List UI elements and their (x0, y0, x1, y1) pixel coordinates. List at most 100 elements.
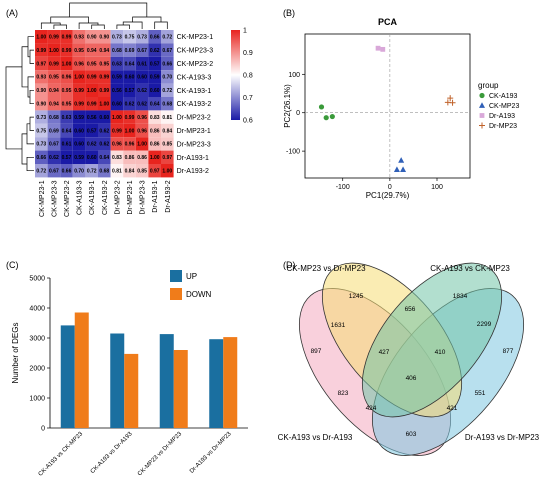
pca-y-tick-label: -100 (286, 149, 300, 156)
heatmap-cell (135, 123, 149, 138)
heatmap-row-label: Dr-MP23-1 (177, 128, 211, 135)
heatmap-cell (148, 150, 161, 164)
heatmap-cell (35, 56, 48, 71)
heatmap-cell-value: 1.00 (150, 155, 160, 161)
heatmap-cell-value: 1.00 (137, 142, 147, 148)
heatmap-cell (110, 164, 124, 178)
heatmap-cell-value: 0.70 (162, 75, 172, 81)
heatmap-cell (35, 83, 48, 97)
heatmap-cell-value: 0.99 (74, 102, 84, 108)
bar-y-tick-label: 3000 (29, 336, 45, 343)
heatmap-cell-value: 0.84 (162, 128, 172, 134)
heatmap-cell (60, 97, 73, 111)
heatmap-cell (135, 137, 149, 151)
dendrogram-branch (27, 36, 34, 58)
bar-y-tick-label: 2000 (29, 366, 45, 373)
heatmap-cell (148, 83, 161, 97)
colorbar-tick-label: 1 (243, 28, 247, 35)
heatmap-cell-value: 0.67 (49, 142, 59, 148)
heatmap-cell (98, 56, 111, 71)
heatmap-cell-value: 0.75 (125, 35, 135, 41)
pca-legend-marker (479, 92, 485, 99)
heatmap-cell (85, 97, 98, 111)
heatmap-cell (72, 97, 86, 111)
heatmap-row-label: CK-A193-2 (177, 101, 212, 108)
heatmap-cell-value: 0.96 (125, 142, 135, 148)
colorbar-tick-label: 0.7 (243, 95, 253, 102)
colorbar-bar (231, 30, 240, 120)
heatmap-cell-value: 0.62 (99, 128, 109, 134)
dendrogram-branch (29, 116, 34, 131)
heatmap-cell (35, 43, 48, 57)
heatmap-column-label: CK-MP23-3 (51, 180, 58, 217)
bar-category-label: CK-MP23 vs Dr-MP23 (137, 431, 184, 478)
pca-legend-title: group (478, 81, 499, 90)
heatmap-cell-value: 0.64 (99, 155, 109, 161)
heatmap-cell-value: 0.57 (150, 61, 160, 67)
heatmap-cell (135, 110, 149, 124)
heatmap-cell (85, 43, 98, 57)
panel-a-letter: (A) (6, 8, 18, 18)
heatmap-cell-value: 0.62 (137, 88, 147, 94)
heatmap-row-label: Dr-MP23-3 (177, 141, 211, 148)
heatmap-cell (110, 97, 124, 111)
heatmap-cell (98, 110, 111, 124)
heatmap-cell-value: 0.64 (62, 128, 72, 134)
heatmap-cell (85, 30, 98, 44)
heatmap-cell (110, 123, 124, 138)
heatmap-cell (85, 110, 98, 124)
heatmap-cell-value: 0.99 (62, 48, 72, 54)
heatmap-cell-value: 1.00 (36, 35, 46, 41)
heatmap-cell-value: 0.60 (74, 128, 84, 134)
heatmap-cell-value: 0.69 (49, 128, 59, 134)
heatmap-cell (123, 150, 136, 164)
pca-point (380, 46, 386, 52)
bar-y-tick-label: 0 (41, 426, 45, 433)
pca-legend-label: Dr-A193 (489, 113, 515, 120)
heatmap-cell-value: 0.68 (49, 115, 59, 121)
heatmap-cell-value: 0.66 (62, 169, 72, 175)
heatmap-cell (85, 56, 98, 71)
pca-point (400, 166, 407, 172)
heatmap-column-label: CK-A193-3 (77, 180, 84, 215)
heatmap-cell-value: 0.90 (87, 35, 97, 41)
correlation-heatmap: 1.00 0.99 0.99 0.93 0.90 0.90 0.73 0.75 0.73 0.66… (5, 2, 253, 217)
heatmap-cell-value: 0.96 (137, 115, 147, 121)
heatmap-cell-value: 0.99 (125, 115, 135, 121)
heatmap-cell (98, 137, 111, 151)
pca-x-tick-label: 100 (431, 184, 443, 191)
heatmap-cell-value: 1.00 (162, 169, 172, 175)
heatmap-cell-value: 0.95 (62, 88, 72, 94)
heatmap-cell (161, 150, 174, 164)
heatmap-cell (35, 110, 48, 124)
heatmap-cell-value: 0.86 (150, 142, 160, 148)
heatmap-cell (161, 137, 174, 151)
heatmap-cell (161, 30, 174, 44)
colorbar-tick-label: 0.8 (243, 73, 253, 80)
heatmap-cell-value: 0.70 (74, 169, 84, 175)
heatmap-cell-value: 0.85 (137, 169, 147, 175)
heatmap-cell (60, 123, 73, 138)
heatmap-cell (123, 56, 136, 71)
bar-down (74, 312, 89, 428)
heatmap-cell-value: 0.57 (87, 128, 97, 134)
heatmap-cell (161, 110, 174, 124)
pca-x-tick-label: 0 (388, 184, 392, 191)
pca-point (449, 99, 456, 106)
pca-legend-label: CK-MP23 (489, 103, 519, 110)
heatmap-column-label: Dr-MP23-2 (114, 180, 121, 214)
heatmap-cell-value: 0.66 (150, 35, 160, 41)
heatmap-cell (60, 150, 73, 164)
heatmap-cell-value: 0.99 (49, 61, 59, 67)
heatmap-cell (47, 30, 61, 44)
heatmap-cell-value: 0.99 (36, 48, 46, 54)
heatmap-row-label: CK-A193-3 (177, 74, 212, 81)
heatmap-cell-value: 0.62 (125, 102, 135, 108)
dendrogram-branch (29, 89, 34, 105)
heatmap-cell-value: 1.00 (112, 115, 122, 121)
heatmap-cell-value: 1.00 (87, 88, 97, 94)
heatmap-cell-value: 0.96 (62, 75, 72, 81)
heatmap-cell-value: 0.72 (36, 169, 46, 175)
heatmap-cell (47, 110, 61, 124)
